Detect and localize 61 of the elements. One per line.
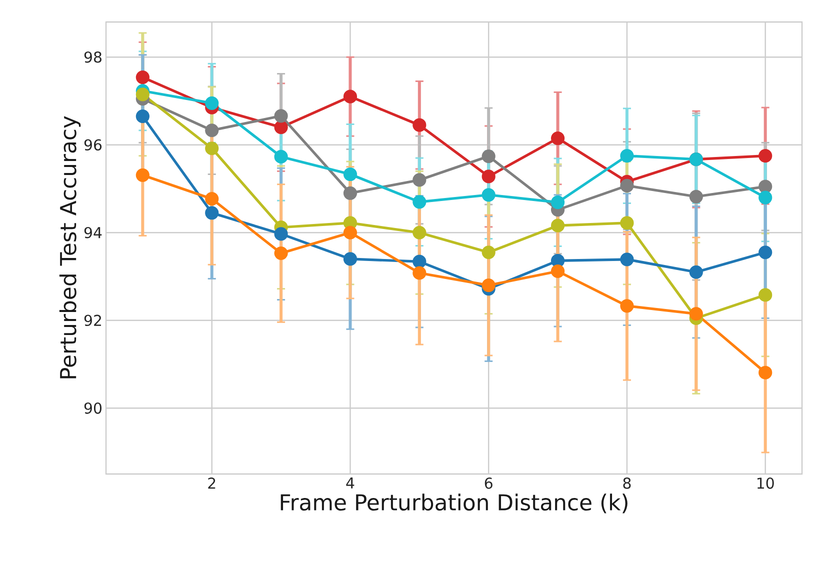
point bbox=[412, 254, 426, 268]
x-tick-label: 10 bbox=[757, 478, 774, 489]
point bbox=[620, 252, 634, 266]
point bbox=[136, 110, 150, 124]
point bbox=[136, 168, 150, 182]
point bbox=[550, 218, 565, 232]
point bbox=[412, 173, 426, 187]
point bbox=[205, 206, 219, 220]
point bbox=[620, 149, 634, 163]
point bbox=[482, 188, 496, 202]
x-axis-title: Frame Perturbation Distance (k) bbox=[280, 494, 628, 514]
y-tick-label: 98 bbox=[84, 51, 102, 63]
y-tick-label: 90 bbox=[84, 402, 102, 414]
point bbox=[758, 288, 772, 302]
point bbox=[689, 265, 703, 279]
point bbox=[412, 118, 426, 132]
point bbox=[620, 178, 634, 192]
point bbox=[412, 266, 426, 280]
point bbox=[758, 190, 772, 204]
point bbox=[274, 109, 288, 123]
x-tick-label: 8 bbox=[623, 478, 631, 489]
point bbox=[758, 366, 772, 380]
point bbox=[689, 307, 703, 321]
point bbox=[343, 186, 358, 200]
point bbox=[550, 196, 565, 210]
point bbox=[274, 150, 288, 164]
point bbox=[412, 195, 426, 209]
point bbox=[136, 88, 150, 102]
point bbox=[620, 216, 634, 230]
point bbox=[550, 264, 565, 278]
point bbox=[620, 299, 634, 313]
point bbox=[343, 167, 358, 182]
point bbox=[274, 227, 288, 241]
point bbox=[136, 70, 150, 84]
point bbox=[274, 246, 288, 260]
point bbox=[758, 180, 772, 194]
point bbox=[482, 170, 496, 184]
point bbox=[758, 149, 772, 163]
point bbox=[550, 131, 565, 146]
point bbox=[343, 252, 358, 266]
x-tick-label: 6 bbox=[484, 478, 492, 489]
point bbox=[482, 149, 496, 164]
x-tick-label: 4 bbox=[346, 478, 354, 488]
point bbox=[550, 254, 565, 268]
point bbox=[482, 278, 496, 292]
point bbox=[689, 190, 703, 204]
point bbox=[343, 90, 358, 104]
y-tick-label: 94 bbox=[84, 226, 102, 238]
point bbox=[412, 226, 426, 240]
y-tick-label: 92 bbox=[84, 314, 101, 326]
point bbox=[758, 246, 772, 260]
point bbox=[205, 124, 219, 138]
point bbox=[205, 96, 219, 110]
point bbox=[343, 226, 358, 240]
point bbox=[205, 142, 219, 156]
x-tick-label: 2 bbox=[208, 478, 216, 489]
point bbox=[274, 120, 288, 134]
y-axis-title: Perturbed Test Accuracy bbox=[59, 116, 81, 378]
point bbox=[482, 246, 496, 260]
point bbox=[205, 192, 219, 206]
y-tick-label: 96 bbox=[84, 139, 102, 151]
